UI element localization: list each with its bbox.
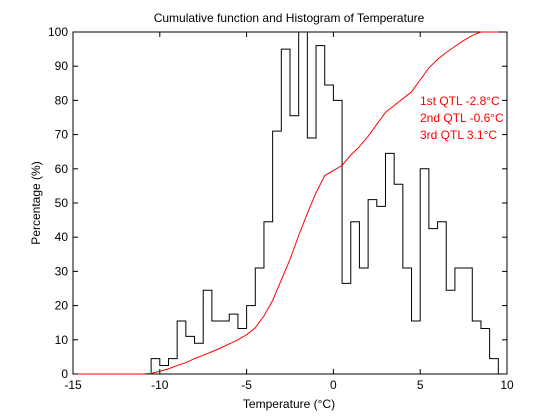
y-tick-label: 90: [55, 59, 69, 73]
x-axis-label: Temperature (°C): [243, 397, 335, 411]
chart-title: Cumulative function and Histogram of Tem…: [154, 11, 425, 25]
quantile-annotation: 3rd QTL 3.1°C: [420, 128, 497, 142]
y-tick-label: 40: [55, 230, 69, 244]
cumulative-line: [73, 31, 499, 375]
y-tick-label: 30: [55, 264, 69, 278]
y-axis-label: Percentage (%): [29, 161, 43, 244]
quantile-annotation: 2nd QTL -0.6°C: [420, 111, 504, 125]
x-tick-label: 0: [330, 378, 337, 392]
x-tick-label: -10: [151, 378, 169, 392]
x-tick-label: 5: [417, 378, 424, 392]
histogram-step-line: [73, 31, 507, 375]
quantile-annotation: 1st QTL -2.8°C: [420, 94, 500, 108]
y-tick-label: 20: [55, 299, 69, 313]
annotations: 1st QTL -2.8°C 2nd QTL -0.6°C 3rd QTL 3.1°…: [420, 94, 504, 142]
y-tick-label: 60: [55, 162, 69, 176]
x-tick-label: 10: [500, 378, 514, 392]
y-tick-label: 10: [55, 333, 69, 347]
y-tick-label: 0: [61, 367, 68, 381]
y-tick-label: 50: [55, 196, 69, 210]
y-tick-label: 70: [55, 128, 69, 142]
series-group: [73, 31, 507, 375]
x-tick-label: -5: [241, 378, 252, 392]
y-tick-label: 100: [48, 25, 68, 39]
x-tick-label: -15: [64, 378, 82, 392]
y-tick-label: 80: [55, 93, 69, 107]
